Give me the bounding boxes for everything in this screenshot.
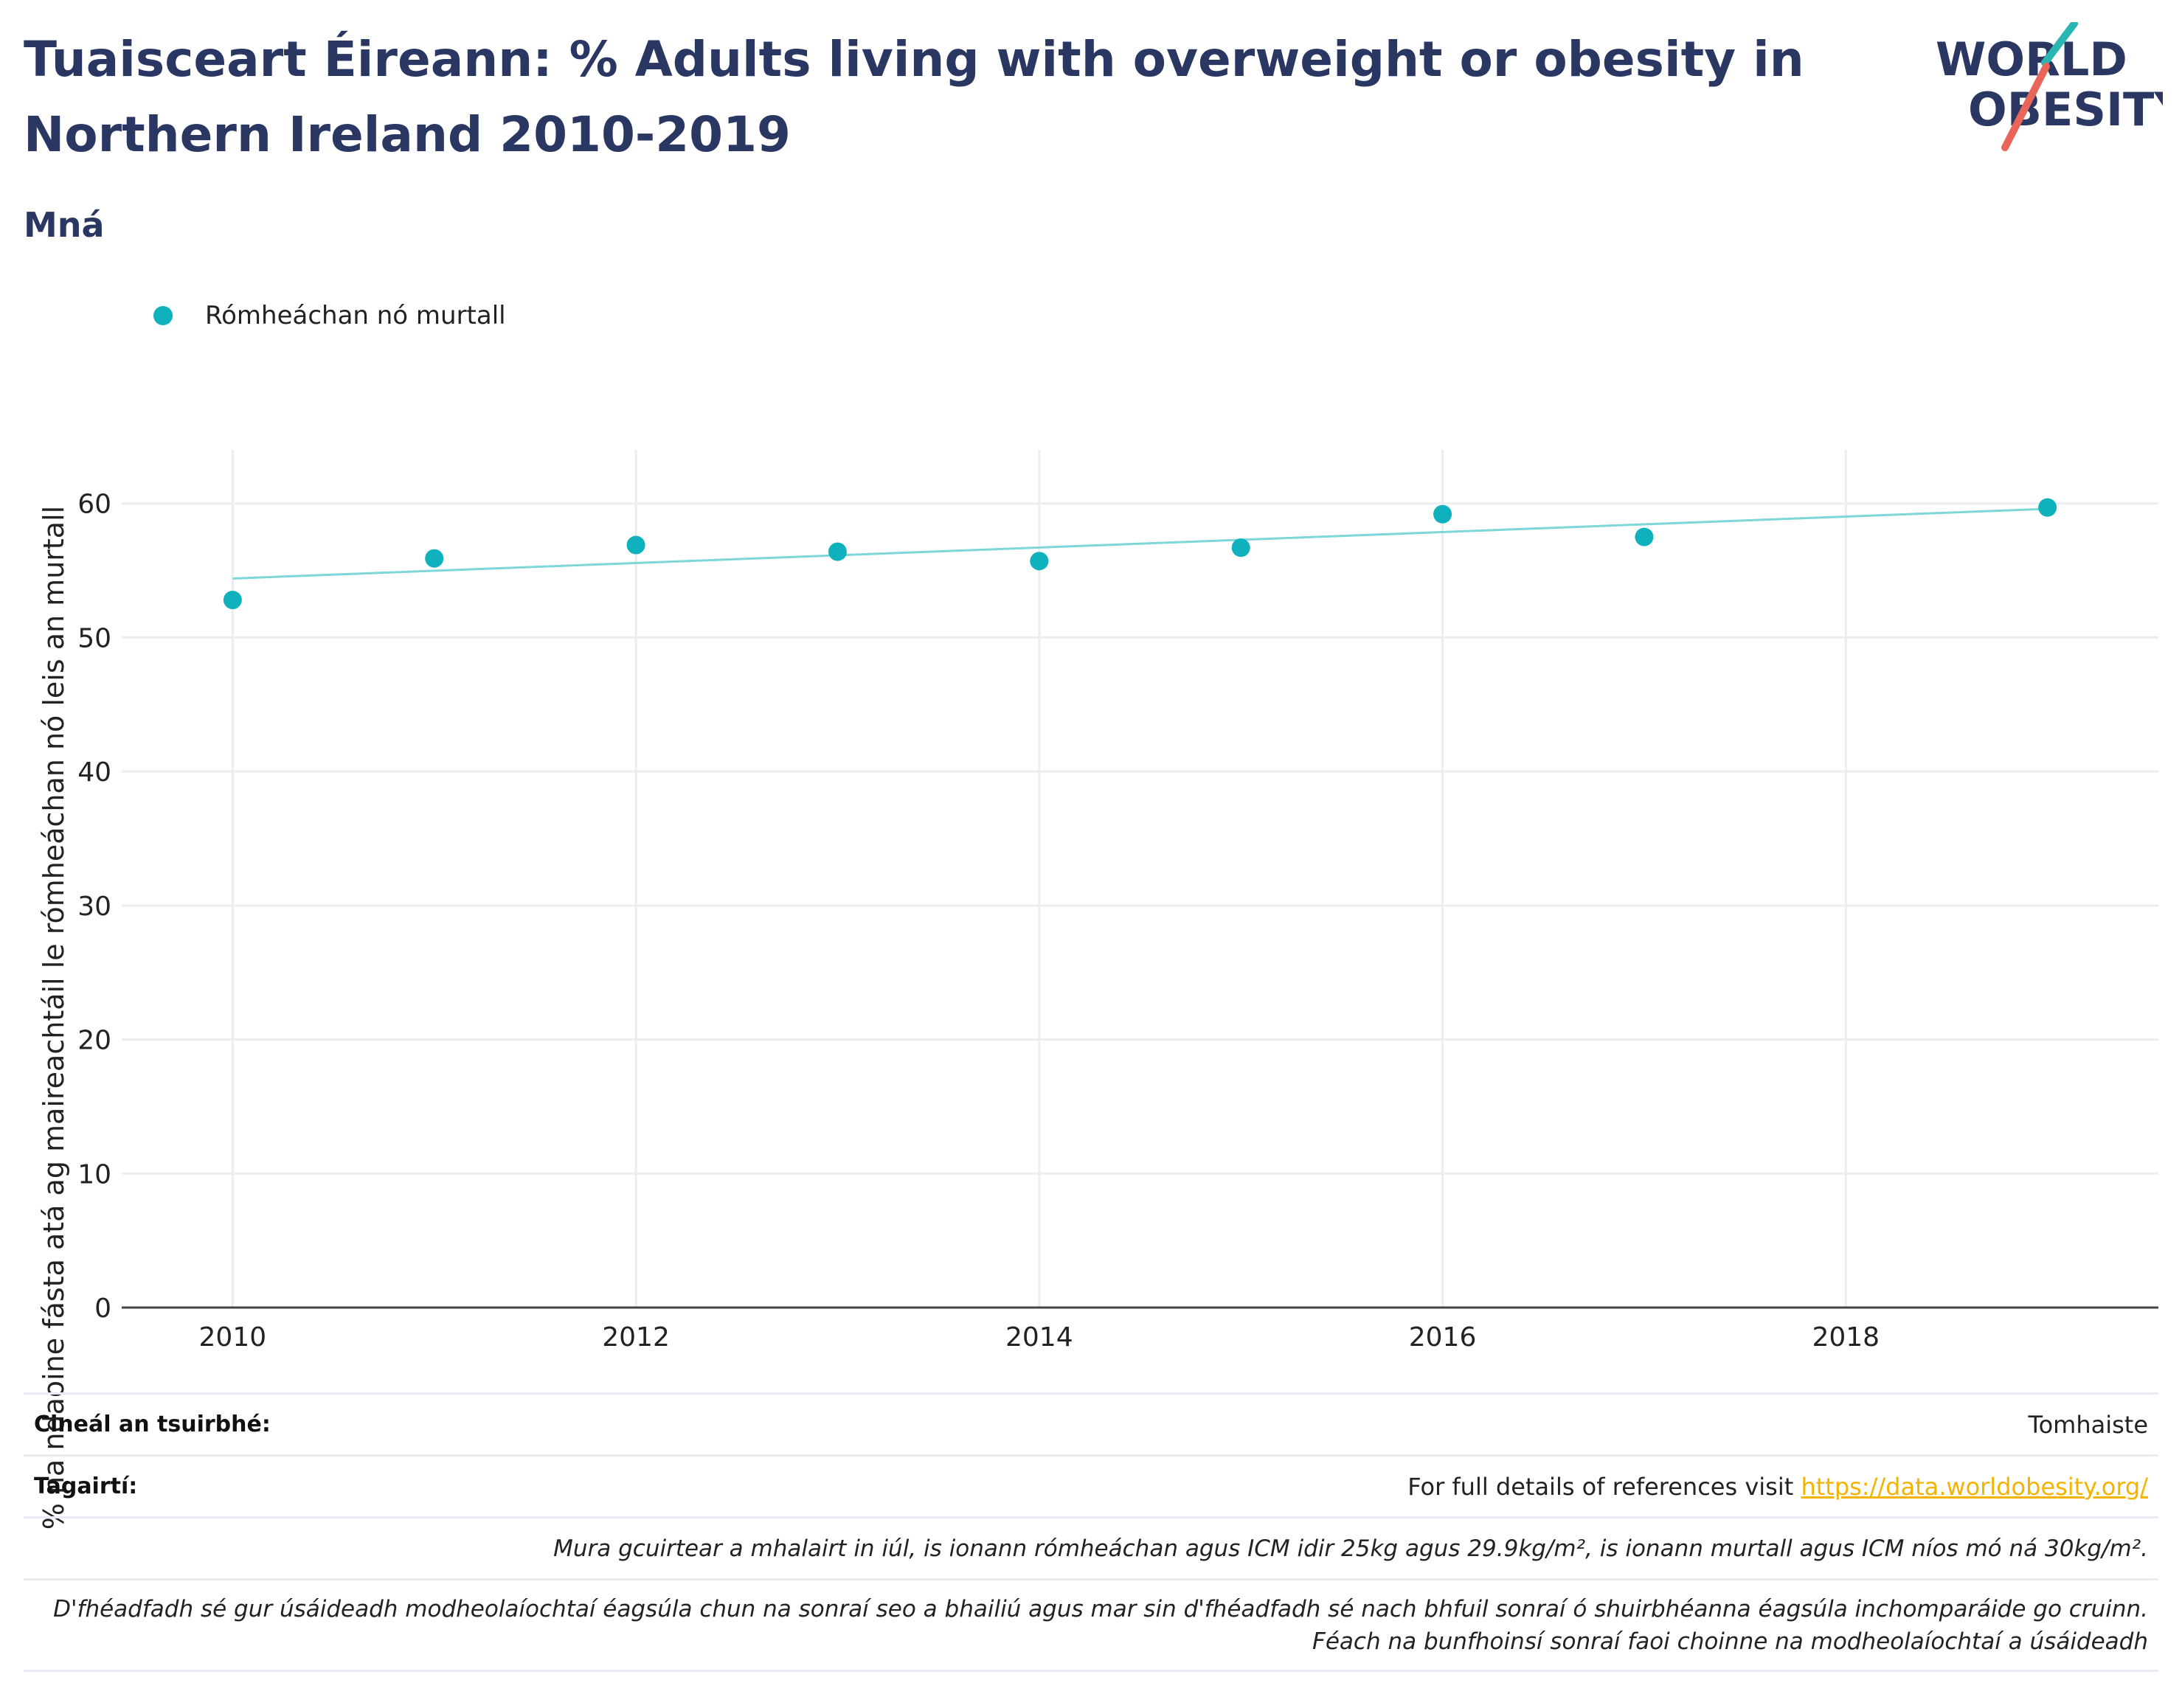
scatter-chart: 0 10 20 30 40 50 60 2010 2012 2014 2016 2018 xyxy=(77,450,2158,1353)
footer-survey-row: Cineál an tsuirbhé: Tomhaiste xyxy=(24,1392,2158,1454)
world-obesity-logo: WORLD OBESITY xyxy=(1936,22,2163,151)
y-tick-label: 40 xyxy=(77,757,111,788)
y-tick-label: 0 xyxy=(94,1294,111,1324)
y-axis-label: % na ndaoine fásta atá ag maireachtáil l… xyxy=(38,505,70,1530)
footer-references-row: Tagairtí: For full details of references… xyxy=(24,1454,2158,1516)
logo-text-world: WORLD xyxy=(1936,32,2127,86)
chart-subtitle: Mná xyxy=(24,205,105,245)
logo-accent-red xyxy=(2001,63,2050,151)
logo-text-obesity: OBESITY xyxy=(1968,83,2163,136)
data-point xyxy=(626,535,645,555)
survey-type-key: Cineál an tsuirbhé: xyxy=(34,1412,271,1437)
x-tick-label: 2014 xyxy=(1005,1322,1073,1353)
x-tick-label: 2012 xyxy=(602,1322,670,1353)
methodology-note-line2: Féach na bunfhoinsí sonraí faoi choinne … xyxy=(1312,1628,2148,1655)
legend-label: Rómheáchan nó murtall xyxy=(205,301,506,330)
survey-type-value: Tomhaiste xyxy=(2028,1410,2148,1439)
references-key: Tagairtí: xyxy=(34,1473,138,1499)
logo-accent-teal xyxy=(2041,22,2078,66)
data-point xyxy=(1433,504,1452,524)
y-tick-label: 10 xyxy=(77,1159,111,1190)
data-point xyxy=(425,549,444,568)
data-point xyxy=(1231,538,1250,558)
data-point xyxy=(2038,498,2057,517)
trend-line xyxy=(232,507,2048,580)
x-tick-label: 2016 xyxy=(1409,1322,1477,1353)
data-point xyxy=(1635,527,1654,546)
definitions-note: Mura gcuirtear a mhalairt in iúl, is ion… xyxy=(553,1535,2148,1562)
x-tick-label: 2018 xyxy=(1812,1322,1880,1353)
references-text: For full details of references visit xyxy=(1407,1472,1801,1501)
footer-note-definitions: Mura gcuirtear a mhalairt in iúl, is ion… xyxy=(24,1516,2158,1578)
data-point xyxy=(828,542,847,561)
references-value: For full details of references visit htt… xyxy=(1407,1473,2148,1501)
y-tick-label: 20 xyxy=(77,1026,111,1056)
legend-marker xyxy=(153,306,173,325)
y-tick-label: 50 xyxy=(77,623,111,653)
footer-note-methodology: D'fhéadfadh sé gur úsáideadh modheolaíoc… xyxy=(24,1578,2158,1670)
references-link[interactable]: https://data.worldobesity.org/ xyxy=(1801,1472,2148,1501)
legend[interactable]: Rómheáchan nó murtall xyxy=(153,298,506,333)
y-tick-label: 30 xyxy=(77,892,111,922)
chart-title-line2: Northern Ireland 2010-2019 xyxy=(24,106,791,163)
methodology-note: D'fhéadfadh sé gur úsáideadh modheolaíoc… xyxy=(34,1593,2148,1658)
data-point xyxy=(1030,552,1049,571)
chart-title: Tuaisceart Éireann: % Adults living with… xyxy=(24,22,1809,173)
x-tick-label: 2010 xyxy=(199,1322,267,1353)
y-tick-label: 60 xyxy=(77,490,111,520)
chart-title-line1: Tuaisceart Éireann: % Adults living with… xyxy=(24,31,1804,88)
footer-bottom-rule xyxy=(24,1670,2158,1672)
data-point xyxy=(223,591,242,610)
methodology-note-line1: D'fhéadfadh sé gur úsáideadh modheolaíoc… xyxy=(53,1595,2148,1622)
